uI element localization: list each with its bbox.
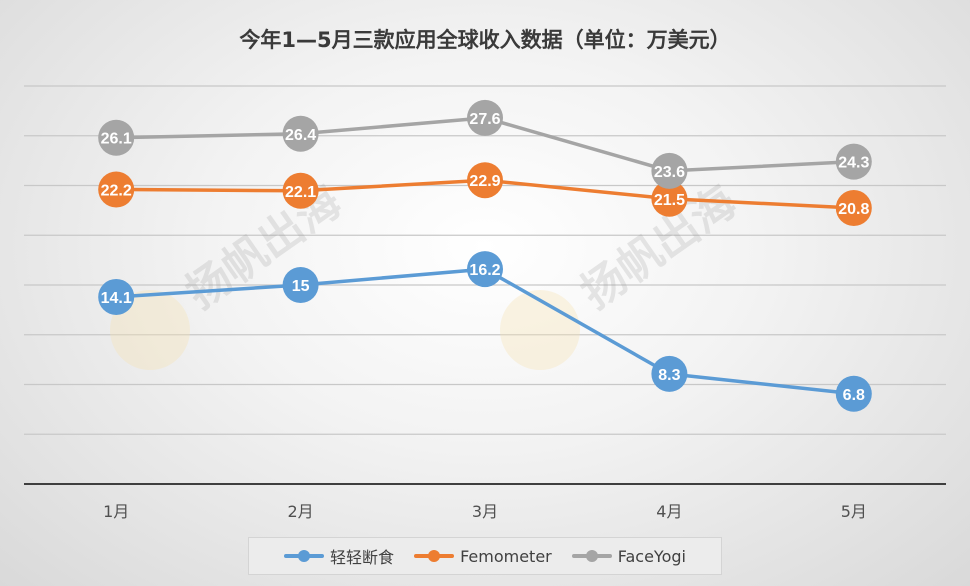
data-point — [467, 99, 503, 136]
data-label: 15 — [292, 278, 310, 295]
legend-item-series-1: 轻轻断食 — [284, 544, 394, 568]
data-label: 26.1 — [101, 131, 132, 148]
data-label: 22.2 — [101, 182, 132, 199]
x-tick-label: 2月 — [288, 502, 314, 521]
legend-label-series-3: FaceYogi — [617, 546, 686, 566]
data-label: 22.9 — [469, 173, 500, 190]
series-layer: 14.1 15 16.2 8.3 6.8 22.2 22.1 22.9 21.5 20.8 26.1… — [98, 99, 872, 412]
x-tick-label: 5月 — [841, 502, 867, 521]
legend-label-series-1: 轻轻断食 — [330, 548, 395, 567]
data-point — [651, 152, 688, 189]
series-3: 26.1 26.4 27.6 23.6 24.3 — [98, 99, 872, 189]
series-1: 14.1 15 16.2 8.3 6.8 — [98, 251, 872, 412]
x-tick-label: 1月 — [103, 502, 129, 521]
data-label: 27.6 — [469, 111, 500, 128]
chart-title: 今年1—5月三款应用全球收入数据（单位：万美元） — [239, 28, 731, 52]
watermark-logo-left — [110, 290, 190, 370]
data-point — [835, 375, 872, 412]
x-axis: 1月 2月 3月 4月 5月 — [24, 483, 946, 521]
legend-swatch-series-1 — [284, 550, 325, 562]
data-point — [835, 190, 872, 227]
x-tick-label: 3月 — [472, 502, 498, 521]
data-label: 20.8 — [838, 201, 869, 218]
legend-swatch-series-3 — [571, 550, 612, 562]
data-point — [98, 278, 135, 315]
data-label: 6.8 — [843, 387, 865, 404]
watermark-text-left: 扬帆出海 — [177, 176, 350, 319]
data-label: 21.5 — [654, 192, 685, 209]
data-label: 23.6 — [654, 164, 685, 181]
series-2: 22.2 22.1 22.9 21.5 20.8 — [98, 162, 872, 227]
data-label: 22.1 — [285, 184, 316, 201]
data-point — [282, 172, 319, 209]
data-point — [98, 171, 135, 208]
data-point — [651, 180, 688, 217]
legend: 轻轻断食 Femometer FaceYogi — [248, 537, 722, 575]
data-label: 14.1 — [101, 290, 132, 307]
data-point — [467, 251, 503, 288]
data-point — [467, 162, 503, 199]
x-tick-label: 4月 — [656, 502, 682, 521]
data-label: 8.3 — [658, 367, 680, 384]
data-label: 16.2 — [469, 262, 500, 279]
data-point — [98, 119, 135, 156]
legend-item-series-2: Femometer — [414, 547, 552, 566]
data-point — [282, 115, 319, 152]
data-point — [651, 355, 688, 392]
data-label: 26.4 — [285, 127, 316, 144]
legend-item-series-3: FaceYogi — [571, 546, 686, 566]
legend-label-series-2: Femometer — [460, 546, 552, 566]
data-point — [282, 267, 319, 303]
legend-swatch-series-2 — [414, 550, 455, 562]
data-point — [835, 143, 872, 180]
data-label: 24.3 — [838, 155, 869, 172]
